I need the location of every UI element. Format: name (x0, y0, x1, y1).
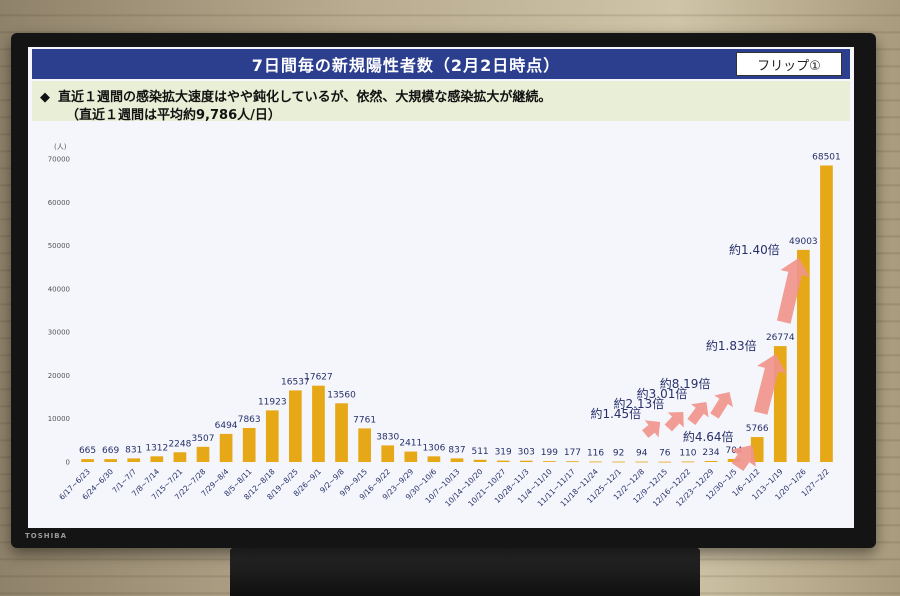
bar-value-label: 831 (125, 445, 142, 455)
bar-value-label: 2411 (399, 439, 422, 449)
bar-value-label: 94 (636, 449, 648, 459)
growth-ratio-label: 約1.45倍 (590, 406, 641, 421)
bar (335, 403, 348, 462)
y-tick-label: 60000 (48, 199, 70, 207)
y-tick-label: 10000 (48, 415, 70, 423)
bar (797, 249, 810, 462)
bar (704, 460, 718, 462)
tv-stand (230, 548, 700, 596)
growth-ratio-label: 約3.01倍 (637, 386, 688, 401)
bar-value-label: 92 (613, 449, 624, 459)
bar (566, 461, 579, 463)
bar-value-label: 7863 (238, 415, 261, 425)
bar-value-label: 199 (541, 448, 558, 458)
bar (196, 446, 210, 462)
bar-value-label: 3830 (376, 432, 399, 442)
bar-value-label: 2248 (168, 439, 191, 449)
y-tick-label: 0 (66, 459, 70, 467)
y-tick-label: 40000 (48, 285, 70, 293)
bar-value-label: 68501 (812, 152, 841, 162)
slide-title-bar: 7日間毎の新規陽性者数（2月2日時点） フリップ① (32, 49, 850, 79)
bar (473, 459, 487, 462)
bar (242, 427, 256, 462)
bar-value-label: 1312 (145, 443, 168, 453)
bar (496, 460, 510, 462)
bar (450, 458, 464, 462)
growth-ratio-label: 約4.64倍 (683, 429, 734, 444)
bar-value-label: 49003 (789, 237, 818, 247)
bar (173, 452, 187, 462)
bar (658, 461, 672, 463)
bar-value-label: 26774 (766, 333, 795, 343)
bar (265, 410, 279, 462)
y-tick-label: 20000 (48, 372, 70, 380)
bar-value-label: 3507 (192, 434, 215, 444)
growth-arrow-icon (642, 420, 661, 438)
note-line-1: ◆ 直近１週間の感染拡大速度はやや鈍化しているが、依然、大規模な感染拡大が継続。 (40, 86, 551, 105)
bar-value-label: 234 (702, 448, 719, 458)
bar (312, 385, 325, 462)
bar (612, 461, 625, 463)
growth-ratio-label: 約8.19倍 (660, 376, 711, 391)
note-line-2: （直近１週間は平均約9,786人/日） (66, 108, 281, 123)
growth-ratio-label: 約1.40倍 (729, 242, 780, 257)
bar (104, 459, 117, 462)
growth-arrow-icon (710, 392, 733, 419)
bar (635, 461, 649, 463)
bar (519, 460, 533, 462)
bar (427, 456, 441, 462)
note-line-1-text: 直近１週間の感染拡大速度はやや鈍化しているが、依然、大規模な感染拡大が継続。 (58, 90, 552, 105)
bar-value-label: 177 (564, 448, 581, 458)
bar-value-label: 110 (679, 449, 696, 459)
growth-arrow-icon (731, 445, 756, 471)
growth-arrow-icon (776, 257, 810, 324)
note-area: ◆ 直近１週間の感染拡大速度はやや鈍化しているが、依然、大規模な感染拡大が継続。 … (32, 81, 850, 123)
bar (681, 461, 695, 463)
diamond-bullet-icon: ◆ (40, 90, 50, 105)
bar (219, 433, 233, 462)
growth-arrow-icon (753, 354, 787, 415)
bar-value-label: 1306 (422, 443, 445, 453)
bar-value-label: 76 (659, 449, 671, 459)
bar-value-label: 511 (471, 447, 488, 457)
bar-value-label: 669 (102, 446, 119, 456)
bar-value-label: 16537 (281, 377, 310, 387)
growth-ratio-label: 約1.83倍 (706, 338, 757, 353)
bar-value-label: 303 (518, 448, 535, 458)
bar-value-label: 11923 (258, 397, 287, 407)
growth-arrow-icon (664, 412, 684, 432)
y-tick-label: 70000 (48, 156, 70, 164)
bar-value-label: 319 (495, 448, 512, 458)
tv-brand-logo: TOSHIBA (25, 532, 67, 540)
bar (381, 445, 395, 462)
y-axis-unit-label: (人) (54, 143, 67, 151)
slide-screen: 7日間毎の新規陽性者数（2月2日時点） フリップ① ◆ 直近１週間の感染拡大速度は… (28, 47, 854, 528)
y-tick-label: 30000 (48, 329, 70, 337)
bar-value-label: 13560 (327, 390, 356, 400)
bar (404, 451, 418, 462)
slide-title: 7日間毎の新規陽性者数（2月2日時点） (251, 56, 561, 75)
bar (358, 428, 371, 462)
bar-value-label: 17627 (304, 373, 333, 383)
growth-arrow-icon (687, 402, 709, 426)
bar-value-label: 7761 (353, 415, 376, 425)
bar (543, 461, 556, 462)
flip-label-box: フリップ① (736, 52, 842, 76)
bar (289, 390, 302, 462)
bar-value-label: 665 (79, 446, 96, 456)
bar (127, 458, 141, 462)
y-tick-label: 50000 (48, 242, 70, 250)
bar-value-label: 6494 (215, 421, 238, 431)
bar (589, 461, 602, 463)
bar (81, 459, 94, 462)
growth-ratio-label: 約2.13倍 (614, 396, 665, 411)
bar-value-label: 5766 (746, 424, 769, 434)
bar (820, 165, 833, 462)
bar-value-label: 837 (448, 445, 465, 455)
weekly-cases-bar-chart: (人) 0 10000 20000 30000 40000 50000 60000 70000 6… (48, 143, 841, 508)
bar-value-label: 116 (587, 448, 604, 458)
bar (150, 456, 164, 462)
